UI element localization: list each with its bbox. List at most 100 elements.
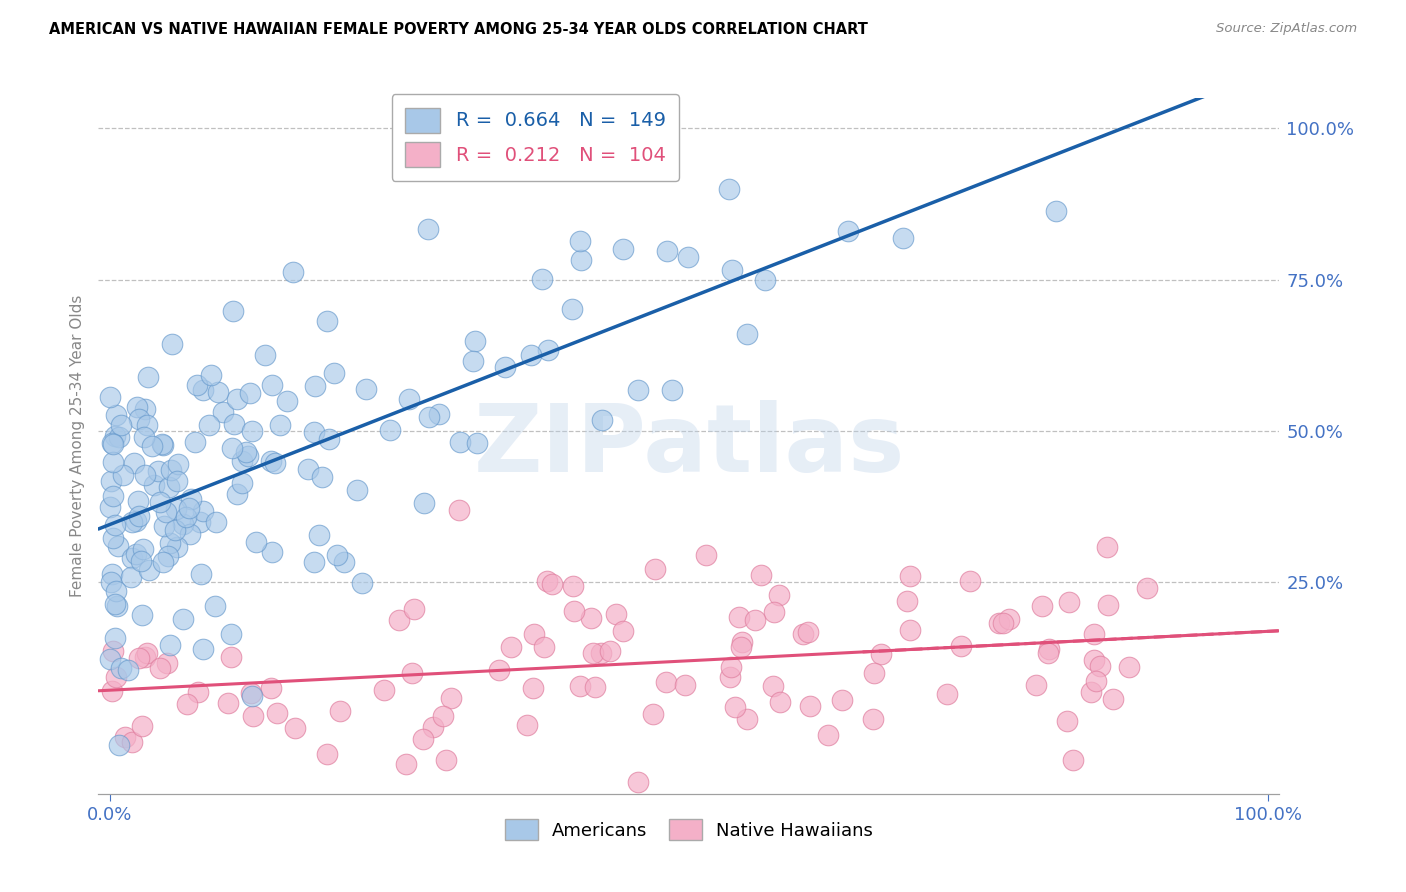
Point	[863, 665, 886, 680]
Point	[333, 555, 356, 569]
Point	[412, 731, 434, 746]
Point	[240, 689, 263, 703]
Point	[536, 343, 558, 358]
Point	[128, 651, 150, 665]
Point	[326, 548, 349, 562]
Point	[266, 706, 288, 720]
Point	[318, 433, 340, 447]
Point	[1097, 598, 1119, 612]
Point	[418, 410, 440, 425]
Point	[589, 647, 612, 661]
Point	[98, 500, 121, 515]
Point	[754, 273, 776, 287]
Point	[127, 494, 149, 508]
Point	[157, 549, 180, 564]
Point	[121, 551, 143, 566]
Point	[308, 528, 330, 542]
Point	[1118, 659, 1140, 673]
Point	[131, 719, 153, 733]
Point	[323, 366, 346, 380]
Point	[107, 430, 129, 444]
Point	[768, 588, 790, 602]
Point	[541, 577, 564, 591]
Point	[1031, 599, 1053, 613]
Point	[727, 609, 749, 624]
Point	[100, 474, 122, 488]
Point	[569, 680, 592, 694]
Point	[661, 383, 683, 397]
Point	[212, 405, 235, 419]
Point	[200, 368, 222, 382]
Point	[259, 454, 281, 468]
Point	[159, 638, 181, 652]
Point	[155, 505, 177, 519]
Point	[1057, 595, 1080, 609]
Point	[98, 391, 121, 405]
Point	[157, 480, 180, 494]
Point	[520, 347, 543, 361]
Point	[561, 301, 583, 316]
Point	[135, 646, 157, 660]
Point	[105, 670, 128, 684]
Point	[1038, 641, 1060, 656]
Point	[870, 648, 893, 662]
Point	[523, 627, 546, 641]
Point	[644, 562, 666, 576]
Point	[1097, 540, 1119, 554]
Point	[179, 501, 201, 516]
Point	[561, 579, 583, 593]
Point	[190, 566, 212, 581]
Point	[104, 631, 127, 645]
Point	[141, 439, 163, 453]
Point	[449, 434, 471, 449]
Point	[174, 509, 197, 524]
Point	[239, 386, 262, 401]
Point	[245, 535, 267, 549]
Point	[720, 660, 742, 674]
Point	[128, 412, 150, 426]
Point	[464, 334, 486, 348]
Point	[276, 394, 298, 409]
Point	[166, 474, 188, 488]
Point	[422, 720, 444, 734]
Point	[180, 491, 202, 506]
Point	[238, 449, 260, 463]
Point	[159, 536, 181, 550]
Point	[165, 502, 187, 516]
Point	[205, 515, 228, 529]
Point	[898, 569, 921, 583]
Point	[735, 327, 758, 342]
Point	[673, 678, 696, 692]
Point	[152, 438, 174, 452]
Point	[769, 694, 792, 708]
Point	[121, 515, 143, 529]
Point	[564, 604, 586, 618]
Point	[1062, 753, 1084, 767]
Point	[149, 661, 172, 675]
Point	[678, 250, 700, 264]
Point	[516, 717, 538, 731]
Point	[302, 555, 325, 569]
Point	[304, 379, 326, 393]
Point	[488, 663, 510, 677]
Point	[583, 680, 606, 694]
Point	[160, 462, 183, 476]
Point	[98, 651, 121, 665]
Point	[222, 417, 245, 432]
Point	[142, 478, 165, 492]
Point	[993, 616, 1015, 631]
Point	[569, 234, 592, 248]
Point	[193, 642, 215, 657]
Point	[461, 354, 484, 368]
Point	[121, 734, 143, 748]
Point	[1083, 653, 1105, 667]
Point	[440, 690, 463, 705]
Point	[153, 518, 176, 533]
Point	[172, 517, 194, 532]
Point	[862, 712, 884, 726]
Point	[193, 504, 215, 518]
Text: ZIPatlas: ZIPatlas	[474, 400, 904, 492]
Point	[591, 412, 613, 426]
Point	[221, 441, 243, 455]
Point	[627, 774, 650, 789]
